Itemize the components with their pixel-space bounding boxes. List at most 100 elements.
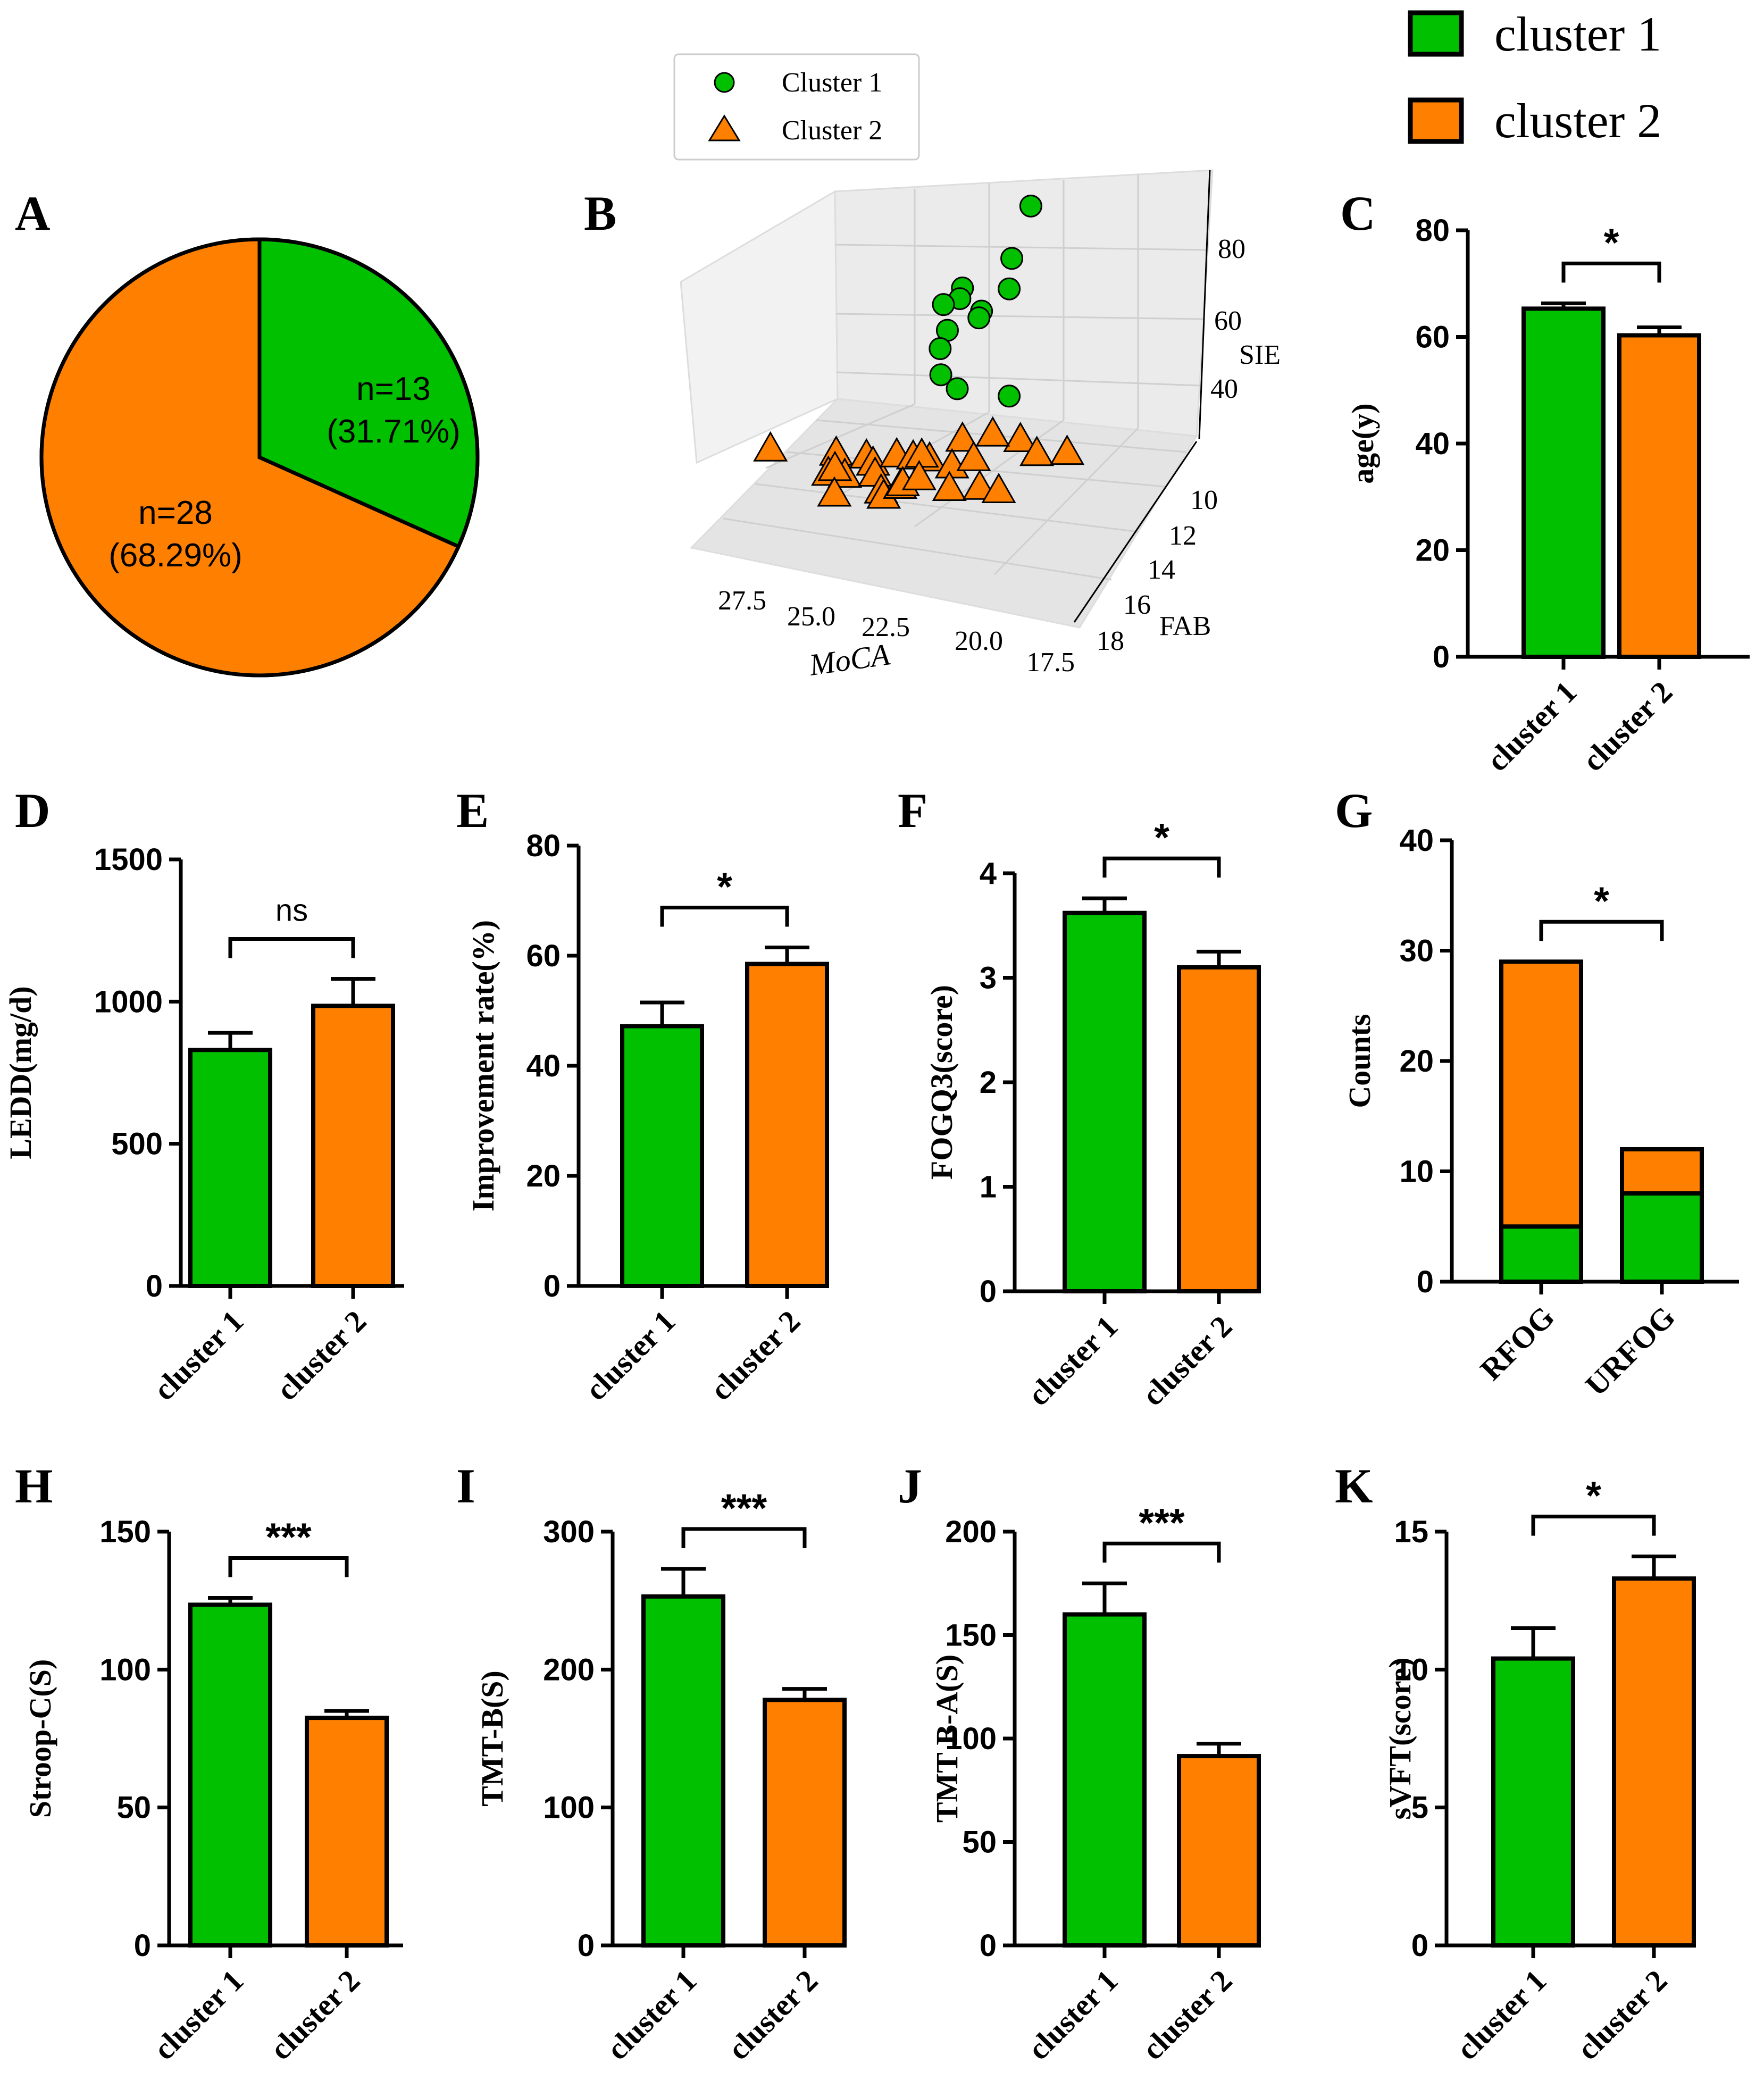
y-tick-label: 12 <box>1169 521 1197 551</box>
x-tick-label: cluster 2 <box>1135 1309 1239 1412</box>
scatter-point-cluster-2 <box>981 472 1016 503</box>
panel-a-label: A <box>15 186 50 240</box>
y-tick-label: 10 <box>1394 1652 1428 1687</box>
y-tick-label: 50 <box>116 1791 151 1825</box>
bar-cluster-1 <box>1063 910 1147 1294</box>
panel-a-pie-chart: A n=13 (31.71%) n=28 (68.29%) <box>15 186 480 678</box>
x-tick-label: cluster 1 <box>1021 1963 1124 2066</box>
significance-label: * <box>1594 879 1609 923</box>
y-tick-label: 0 <box>544 1269 561 1303</box>
bar-cluster-2 <box>1177 965 1261 1293</box>
scatter-point-cluster-2 <box>945 421 980 452</box>
x-tick-label: 17.5 <box>1026 647 1075 678</box>
y-tick-label: 14 <box>1148 555 1175 585</box>
significance-label: *** <box>265 1515 312 1559</box>
y-tick-label: 100 <box>543 1791 595 1825</box>
panel-k-label: K <box>1335 1459 1373 1513</box>
grid-line <box>755 483 1139 533</box>
scatter-point-cluster-1 <box>1019 194 1042 218</box>
grid-line <box>723 517 1112 581</box>
y-tick-label: 40 <box>526 1049 561 1083</box>
significance-bracket <box>1102 856 1221 878</box>
y-tick-label: 0 <box>1433 640 1450 674</box>
panel-d-label: D <box>15 783 50 838</box>
panel-c-label: C <box>1340 186 1375 240</box>
panel-f-label: F <box>898 783 927 838</box>
scatter-point-cluster-1 <box>1000 247 1024 270</box>
bar-cluster-2 <box>1620 1147 1704 1196</box>
bar-cluster-1 <box>641 1594 725 1948</box>
pie-label-cluster-1-n: n=13 <box>356 371 431 407</box>
y-axis-title: LEDD(mg/d) <box>3 986 38 1159</box>
x-tick-label: cluster 1 <box>147 1963 250 2066</box>
grid-line <box>765 403 915 469</box>
legend-label-cluster-2: cluster 2 <box>1494 94 1661 148</box>
y-tick-label: 150 <box>99 1515 151 1549</box>
scatter-legend-marker-cluster-2 <box>708 114 741 141</box>
x-tick-label: cluster 2 <box>270 1303 373 1407</box>
y-axis-title: FOGQ3(score) <box>924 985 959 1180</box>
y-axis-title: sVFT(score) <box>1383 1658 1417 1820</box>
y-tick-label: 4 <box>980 856 997 891</box>
panel-e-bar-chart: E 0 20 40 60 80 Improvement rate(%) cluster 1 cl… <box>456 783 829 1407</box>
scatter-point-cluster-2 <box>817 476 852 507</box>
bar-cluster-2 <box>1612 1576 1696 1948</box>
x-tick-label: cluster 2 <box>263 1963 366 2066</box>
significance-label: * <box>1586 1474 1601 1518</box>
scatter-point-cluster-1 <box>998 277 1021 300</box>
x-tick-label: cluster 2 <box>721 1963 824 2066</box>
y-tick-label: 100 <box>945 1722 997 1756</box>
scatter-legend-label-cluster-2: Cluster 2 <box>782 115 882 146</box>
z-tick-label: 40 <box>1210 374 1238 404</box>
panel-i-label: I <box>456 1459 475 1513</box>
panel-b-3d-scatter: B 80 60 40 SIE <box>584 53 1281 682</box>
x-tick-label: cluster 1 <box>1021 1309 1124 1412</box>
grid-line <box>836 371 1201 387</box>
scatter-point-cluster-2 <box>1049 434 1085 465</box>
grid-line <box>993 427 1139 575</box>
y-tick-label: 80 <box>1415 213 1450 248</box>
scatter-point-cluster-1 <box>998 385 1021 408</box>
y-tick-label: 10 <box>1190 485 1218 515</box>
x-tick-label: cluster 1 <box>600 1963 703 2066</box>
y-tick-label: 0 <box>1417 1265 1434 1299</box>
y-axis-title: Improvement rate(%) <box>466 920 500 1211</box>
y-tick-label: 60 <box>526 939 561 973</box>
panel-j-bar-chart: J 0 50 100 150 200 TMT B-A(S) cluster 1 cluster … <box>898 1459 1261 2067</box>
grid-line <box>834 244 1209 251</box>
bar-cluster-1 <box>188 1602 272 1948</box>
significance-bracket <box>1561 261 1661 283</box>
x-axis-label: MoCA <box>807 637 892 682</box>
x-tick-label: cluster 2 <box>1135 1963 1239 2066</box>
significance-label: ns <box>275 893 308 928</box>
significance-bracket <box>228 1556 349 1577</box>
y-tick-label: 500 <box>111 1127 163 1162</box>
z-tick-label: 60 <box>1214 306 1242 336</box>
significance-label: *** <box>1139 1500 1185 1544</box>
z-axis-label: SIE <box>1239 340 1281 370</box>
panel-h-bar-chart: H 0 50 100 150 Stroop-C(S) cluster 1 cluster 2 *… <box>15 1459 403 2067</box>
legend-swatch-cluster-1 <box>1408 10 1464 57</box>
y-tick-label: 0 <box>1411 1928 1428 1963</box>
y-tick-label: 0 <box>134 1928 151 1963</box>
pie-label-cluster-2-pct: (68.29%) <box>108 537 243 574</box>
bar-cluster-1 <box>1063 1612 1147 1948</box>
significance-bracket <box>228 937 355 958</box>
y-tick-label: 1500 <box>94 842 163 877</box>
significance-bracket <box>1531 1515 1656 1536</box>
y-axis-title: TMT-B(S) <box>475 1670 509 1807</box>
y-tick-label: 40 <box>1415 427 1450 461</box>
significance-bracket <box>1102 1541 1221 1563</box>
scatter-axis-lines <box>1073 170 1211 623</box>
panel-b-label: B <box>584 186 616 240</box>
scatter-legend-label-cluster-1: Cluster 1 <box>782 68 882 98</box>
panel-k-bar-chart: K 0 5 10 15 sVFT(score) cluster 1 cluster 2 * <box>1335 1459 1696 2067</box>
y-tick-label: 1 <box>980 1170 997 1205</box>
scatter-point-cluster-2 <box>1019 436 1055 466</box>
y-axis-label: FAB <box>1159 611 1211 641</box>
bar-cluster-1 <box>1491 1656 1575 1948</box>
y-axis-title: Stroop-C(S) <box>23 1659 57 1818</box>
x-tick-label: RFOG <box>1474 1299 1561 1386</box>
y-tick-label: 40 <box>1399 823 1434 858</box>
